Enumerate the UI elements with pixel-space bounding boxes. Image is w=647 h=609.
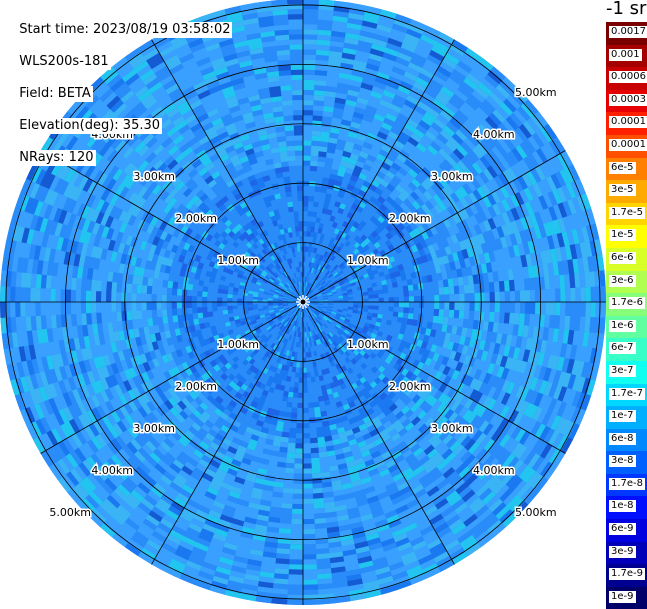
colorbar-swatch: 1.7e-7 (606, 383, 647, 407)
field-name-text: Field: BETA (19, 86, 93, 102)
colorbar-swatch: 6e-8 (606, 428, 647, 452)
instrument-name-text: WLS200s-181 (19, 54, 111, 70)
colorbar-tick-label: 0.0017 (609, 26, 647, 38)
range-ring-label: 4.00km (91, 464, 133, 477)
nrays-text: NRays: 120 (19, 150, 96, 166)
range-ring-labels: 1.00km 1.00km 1.00km 1.00km 2.00km 2.00km 2.00… (48, 84, 558, 520)
range-ring-label: 4.00km (473, 464, 515, 477)
range-ring-label: 2.00km (389, 212, 431, 225)
colorbar-tick-label: 3e-5 (609, 184, 636, 197)
colorbar-swatch: 0.0017 (606, 22, 647, 45)
colorbar-tick-label: 0.00017 (609, 116, 647, 129)
colorbar-tick-label: 3e-6 (609, 274, 636, 287)
colorbar-tick-label: 1.7e-5 (609, 206, 646, 219)
colorbar-swatch: 0.0003 (606, 89, 647, 113)
field-cell-group (171, 165, 440, 438)
field-cell-group (0, 0, 605, 602)
colorbar-swatch: 1.7e-9 (606, 564, 647, 587)
colorbar-tick-label: 1e-8 (609, 500, 636, 513)
colorbar-tick-label: 0.001 (609, 48, 642, 61)
range-ring-label: 1.00km (217, 254, 259, 267)
colorbar-tick-label: 3e-9 (609, 545, 636, 558)
colorbar-tick-label: 6e-9 (609, 523, 636, 536)
scan-info-panel: Start time: 2023/08/19 03:58:02 WLS200s-… (11, 6, 233, 166)
range-ring-label: 2.00km (389, 380, 431, 393)
range-ring-label: 5.00km (49, 506, 91, 519)
colorbar-tick-label: 1e-7 (609, 410, 636, 423)
colorbar-tick-label: 1.7e-6 (609, 297, 646, 310)
range-ring-label: 4.00km (473, 128, 515, 141)
colorbar-swatch: 6e-9 (606, 519, 647, 542)
range-ring-label: 2.00km (175, 212, 217, 225)
colorbar-swatch: 1e-6 (606, 315, 647, 339)
colorbar-tick-label: 1.7e-9 (609, 568, 646, 581)
colorbar-swatch: 0.00017 (606, 112, 647, 135)
radar-origin-marker (296, 295, 310, 309)
colorbar-swatch: 6e-5 (606, 157, 647, 181)
range-ring-label: 3.00km (431, 170, 473, 183)
colorbar-tick-label: 6e-7 (609, 342, 636, 355)
field-cell-group (0, 0, 606, 600)
colorbar-swatch: 1e-9 (606, 586, 647, 609)
range-ring-label: 1.00km (347, 338, 389, 351)
colorbar-tick-label: 0.0006 (609, 71, 647, 84)
colorbar-swatch: 1e-7 (606, 406, 647, 429)
field-cell-group (11, 4, 603, 602)
colorbar-swatch: 1e-8 (606, 496, 647, 520)
colorbar-tick-label: 6e-8 (609, 432, 636, 445)
colorbar-swatch: 1.7e-8 (606, 473, 647, 497)
elevation-text: Elevation(deg): 35.30 (19, 118, 163, 134)
colorbar-swatch: 3e-7 (606, 360, 647, 384)
colorbar-swatch: 1.7e-6 (606, 293, 647, 316)
colorbar-tick-label: 1e-6 (609, 319, 636, 332)
colorbar-swatch: 3e-8 (606, 451, 647, 474)
range-ring-label: 1.00km (217, 338, 259, 351)
colorbar-swatch: 3e-6 (606, 270, 647, 294)
colorbar-tick-label: 1.7e-8 (609, 477, 646, 490)
colorbar-swatch: 3e-5 (606, 180, 647, 203)
range-ring-label: 3.00km (133, 422, 175, 435)
colorbar-swatch: 1e-5 (606, 225, 647, 248)
range-ring-label: 3.00km (431, 422, 473, 435)
colorbar-swatch: 6e-7 (606, 338, 647, 361)
range-ring-label: 1.00km (347, 254, 389, 267)
colorbar-units-label: -1 sr (606, 0, 647, 19)
colorbar-tick-label: 3e-7 (609, 364, 636, 377)
colorbar-swatch: 6e-6 (606, 247, 647, 271)
range-ring-label: 5.00km (515, 86, 557, 99)
colorbar-tick-label: 1e-5 (609, 229, 636, 242)
colorbar: 0.0017 0.001 0.0006 0.0003 0.00017 0.0001 6e-5… (606, 22, 647, 609)
colorbar-tick-label: 0.0003 (609, 93, 647, 106)
colorbar-tick-label: 6e-6 (609, 251, 636, 264)
colorbar-swatch: 3e-9 (606, 541, 647, 565)
range-ring-label: 3.00km (133, 170, 175, 183)
colorbar-swatch: 1.7e-5 (606, 202, 647, 226)
range-ring-label: 2.00km (175, 380, 217, 393)
colorbar-swatch: 0.0006 (606, 67, 647, 90)
range-ring-label: 5.00km (515, 506, 557, 519)
colorbar-tick-label: 0.0001 (609, 138, 647, 151)
colorbar-tick-label: 1.7e-7 (609, 387, 646, 400)
colorbar-tick-label: 1e-9 (609, 590, 636, 603)
colorbar-tick-label: 6e-5 (609, 161, 636, 174)
colorbar-swatch: 0.0001 (606, 134, 647, 158)
colorbar-tick-label: 3e-8 (609, 455, 636, 468)
start-time-text: Start time: 2023/08/19 03:58:02 (19, 22, 233, 38)
colorbar-swatch: 0.001 (606, 44, 647, 68)
field-cell-group (1, 0, 606, 605)
